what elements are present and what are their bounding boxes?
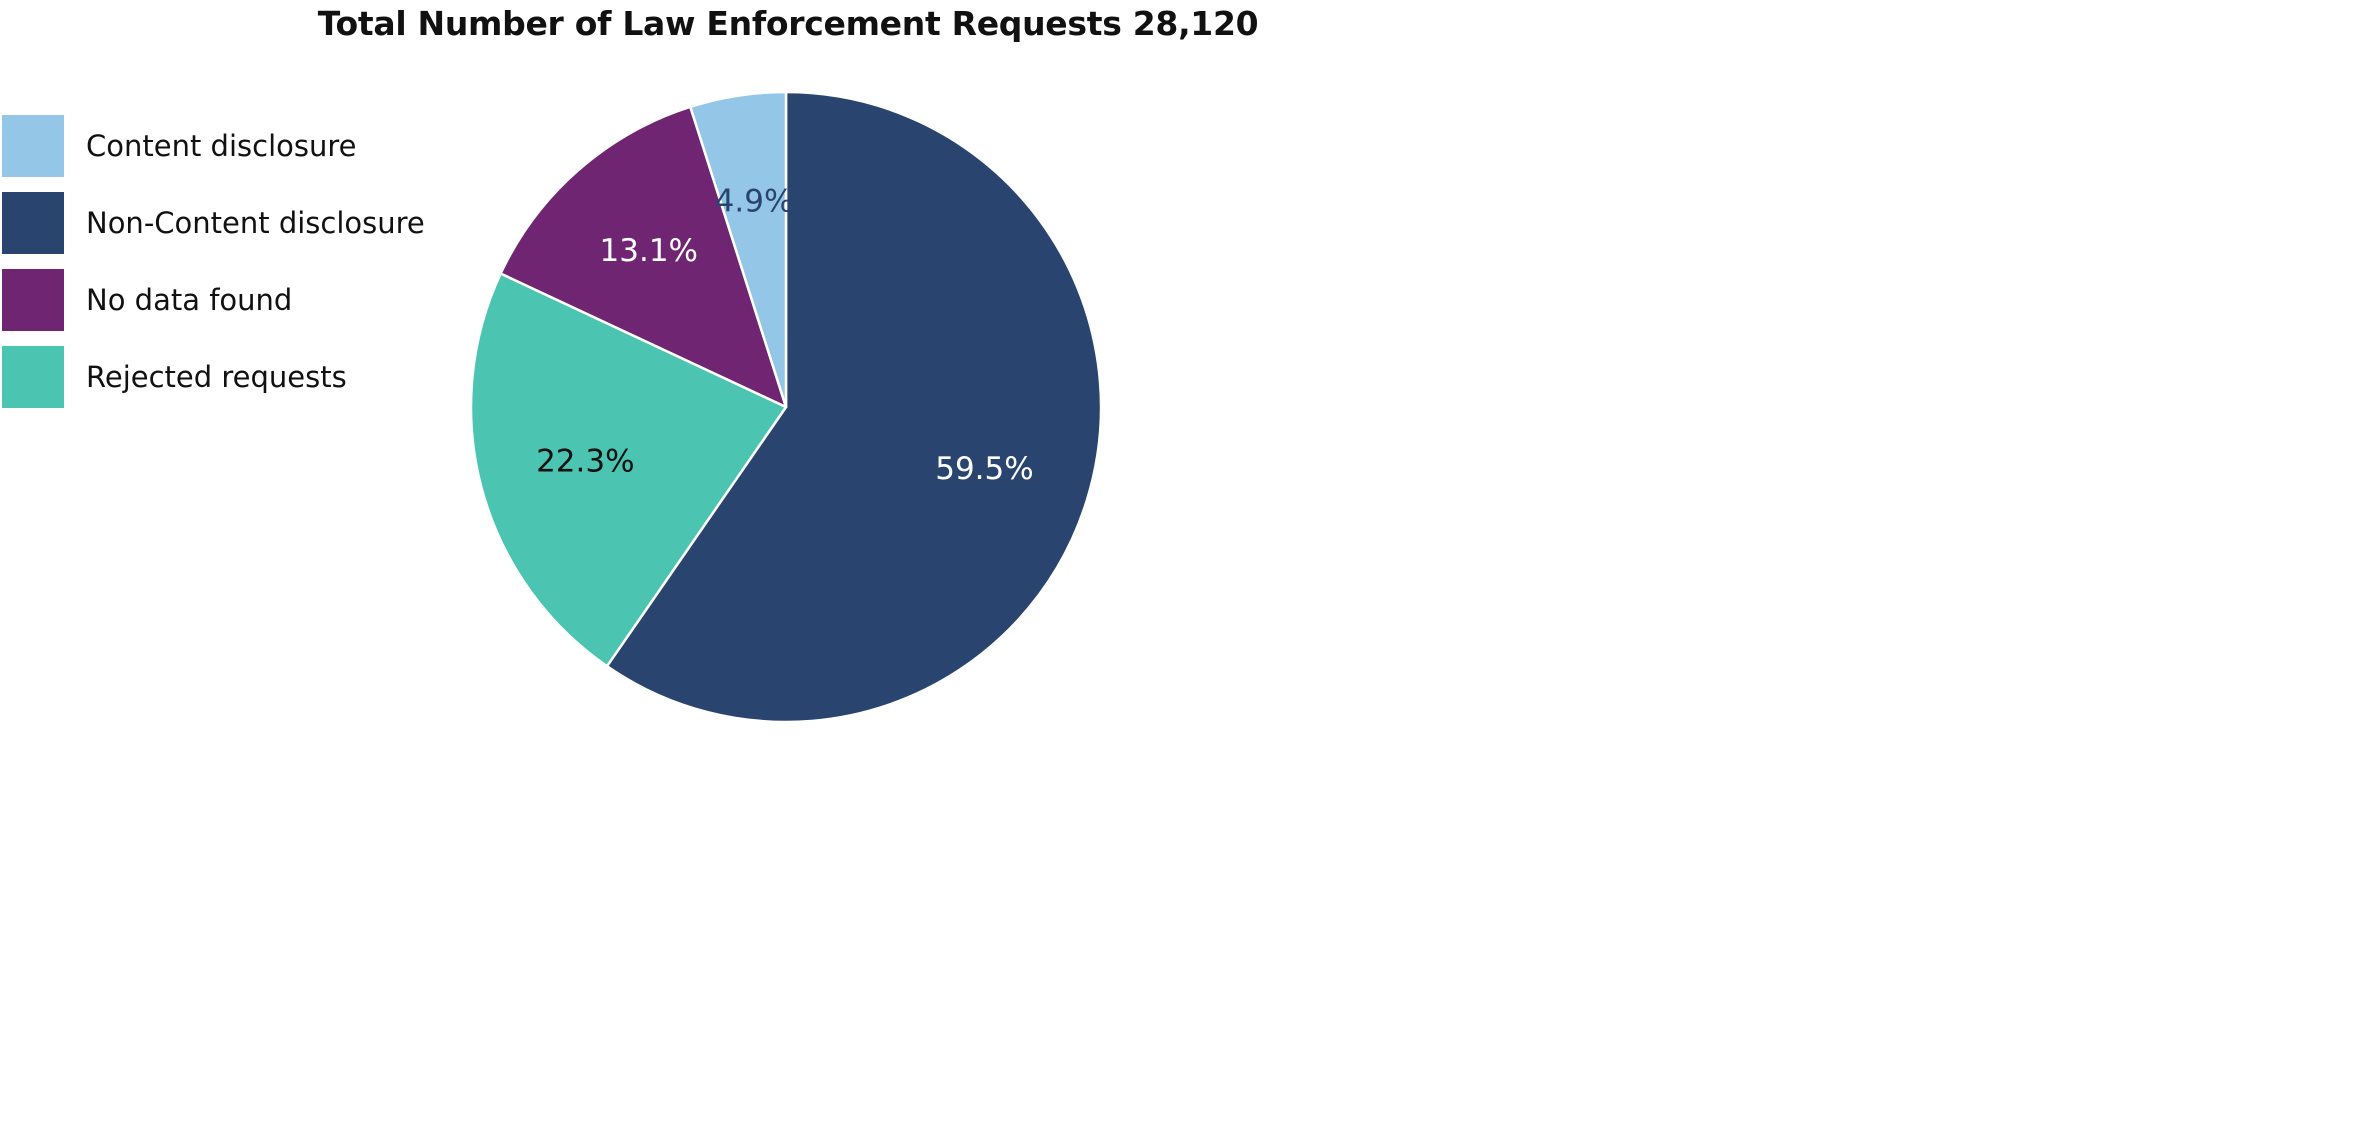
legend-label: Non-Content disclosure bbox=[86, 206, 425, 240]
legend-item-no-data-found[interactable]: No data found bbox=[2, 269, 425, 331]
pie-chart: 59.5% 22.3% 13.1% 4.9% bbox=[469, 90, 1103, 724]
data-label: 13.1% bbox=[600, 233, 698, 269]
legend-swatch bbox=[2, 269, 64, 331]
legend-swatch bbox=[2, 192, 64, 254]
pie-slice-non-content-disclosure[interactable] bbox=[605, 90, 1103, 724]
legend: Content disclosure Non-Content disclosur… bbox=[2, 115, 425, 423]
legend-item-non-content-disclosure[interactable]: Non-Content disclosure bbox=[2, 192, 425, 254]
legend-label: Rejected requests bbox=[86, 360, 347, 394]
legend-label: No data found bbox=[86, 283, 293, 317]
pie-slice-no-data-found[interactable] bbox=[499, 105, 788, 409]
legend-swatch bbox=[2, 115, 64, 177]
chart-title: Total Number of Law Enforcement Requests… bbox=[317, 4, 1259, 43]
legend-item-content-disclosure[interactable]: Content disclosure bbox=[2, 115, 425, 177]
legend-swatch bbox=[2, 346, 64, 408]
legend-item-rejected-requests[interactable]: Rejected requests bbox=[2, 346, 425, 408]
data-label: 59.5% bbox=[935, 451, 1033, 487]
data-label: 4.9% bbox=[715, 184, 794, 220]
pie-slice-rejected-requests[interactable] bbox=[469, 272, 788, 668]
pie-slice-content-disclosure[interactable] bbox=[689, 90, 788, 409]
data-label: 22.3% bbox=[536, 443, 634, 479]
legend-label: Content disclosure bbox=[86, 129, 357, 163]
